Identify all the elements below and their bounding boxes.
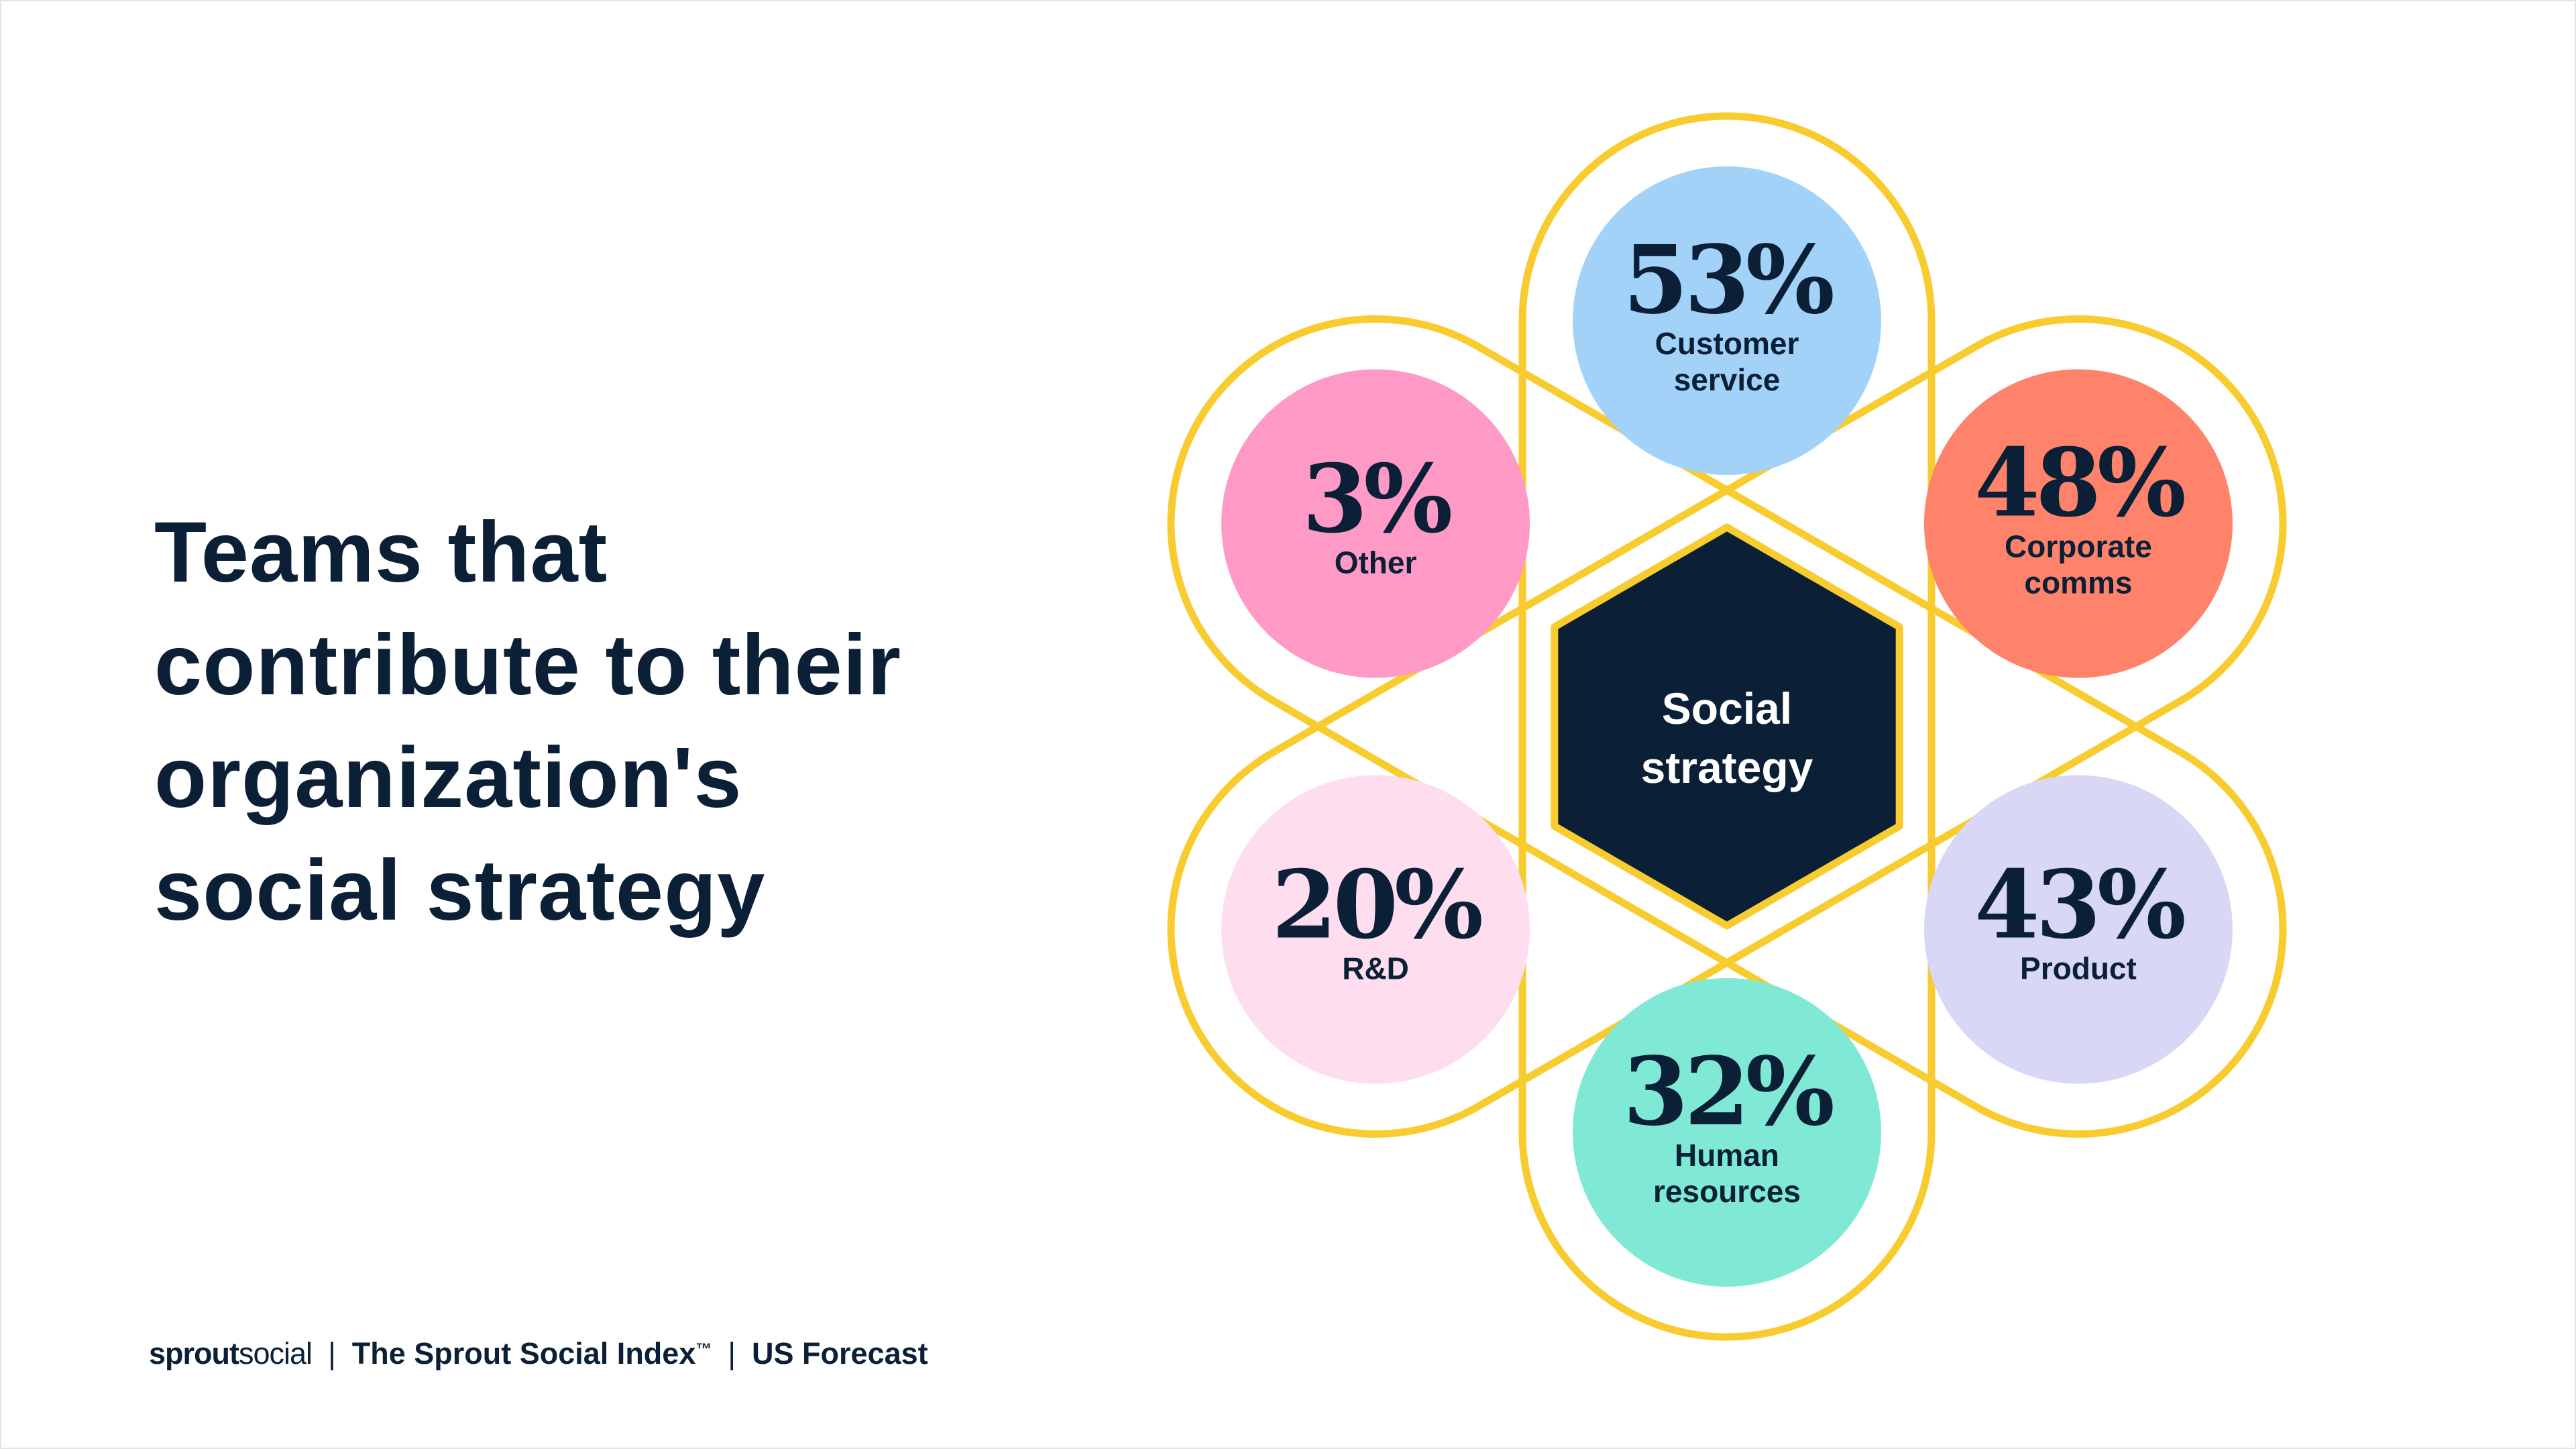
center-label: Social <box>1662 684 1792 733</box>
outline-loop-vertical <box>1518 112 1936 1341</box>
team-percentage: 32% <box>1623 1037 1833 1147</box>
bubble-circle <box>1573 166 1881 475</box>
footer-index-title: The Sprout Social Index <box>351 1336 696 1371</box>
brand-logo-light: social <box>239 1336 313 1371</box>
team-percentage: 20% <box>1272 851 1481 961</box>
team-percentage: 43% <box>1974 851 2184 961</box>
team-label: comms <box>2024 566 2132 600</box>
title-line: Teams that <box>154 504 608 600</box>
team-label: service <box>1674 362 1781 397</box>
center-hexagon-group: Social strategy <box>1551 523 1903 930</box>
title-line: social strategy <box>154 843 766 938</box>
team-label: Corporate <box>2005 529 2152 564</box>
team-bubbles: 53%Customerservice48%Corporatecomms43%Pr… <box>1221 166 2233 1287</box>
diagram-outline <box>1167 112 2287 1341</box>
team-label: Product <box>2020 951 2137 986</box>
team-label: Customer <box>1655 326 1799 361</box>
team-bubble-product: 43%Product <box>1923 775 2233 1084</box>
footer: sprout social | The Sprout Social Index ™ … <box>149 1334 928 1374</box>
footer-separator: | <box>328 1336 336 1371</box>
brand-logo-bold: sprout <box>149 1336 239 1371</box>
trademark-mark: ™ <box>695 1340 712 1358</box>
bubble-circle <box>1573 978 1881 1287</box>
team-bubble-r-and-d: 20%R&D <box>1221 775 1530 1084</box>
bubble-circle <box>1221 775 1530 1084</box>
bubble-circle <box>1923 369 2233 678</box>
team-label: resources <box>1653 1174 1801 1209</box>
team-bubble-other: 3%Other <box>1221 369 1530 678</box>
team-percentage: 48% <box>1974 429 2184 539</box>
title-line: contribute to their <box>154 617 902 713</box>
team-percentage: 3% <box>1302 445 1451 555</box>
center-hexagon <box>1551 523 1903 930</box>
bubble-circle <box>1221 369 1530 678</box>
footer-forecast: US Forecast <box>752 1336 928 1371</box>
center-label: strategy <box>1641 743 1813 792</box>
team-label: Other <box>1335 545 1417 580</box>
team-label: Human <box>1675 1138 1779 1173</box>
outline-loop-rising <box>1167 315 2287 1138</box>
team-percentage: 53% <box>1623 225 1833 335</box>
title-line: organization's <box>154 730 742 826</box>
bubble-circle <box>1923 775 2233 1084</box>
outline-loop-falling <box>1167 315 2287 1138</box>
footer-separator: | <box>728 1336 736 1371</box>
page-title: Teams that contribute to their organizat… <box>154 496 1093 947</box>
team-label: R&D <box>1342 951 1409 986</box>
